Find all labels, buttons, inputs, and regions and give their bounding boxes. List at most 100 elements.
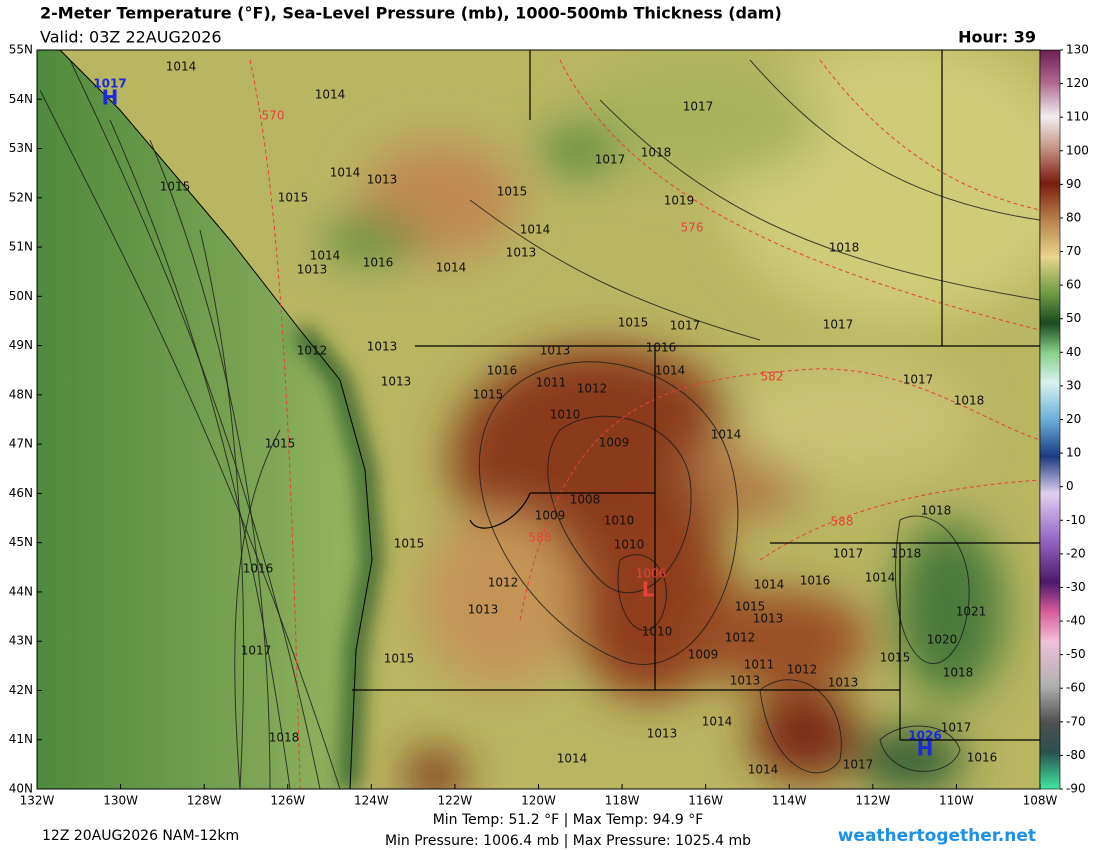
contour-label: 1016: [800, 574, 831, 588]
contour-label: 1013: [753, 612, 784, 626]
contour-label: 1017: [823, 318, 854, 332]
contour-label: 1013: [381, 375, 412, 389]
contour-label: 1006: [636, 567, 667, 581]
contour-label: 1015: [265, 437, 296, 451]
contour-label: 1014: [166, 60, 197, 74]
contour-label: 1013: [647, 727, 678, 741]
contour-label: 1014: [315, 88, 346, 102]
lat-label: 50N: [9, 289, 33, 303]
lon-label: 132W: [20, 794, 55, 808]
temp-range: Min Temp: 51.2 °F | Max Temp: 94.9 °F: [433, 812, 704, 828]
contour-label: 1018: [943, 666, 974, 680]
colorbar-label: 100: [1066, 143, 1089, 157]
lat-label: 40N: [9, 782, 33, 796]
contour-label: 1014: [310, 249, 341, 263]
colorbar-label: 120: [1066, 76, 1089, 90]
contour-label: 1016: [487, 364, 518, 378]
lat-label: 41N: [9, 732, 33, 746]
lat-label: 52N: [9, 190, 33, 204]
contour-label: 588: [529, 531, 552, 545]
contour-label: 1013: [297, 263, 328, 277]
lat-label: 46N: [9, 486, 33, 500]
colorbar-label: 30: [1066, 378, 1081, 392]
contour-label: 1015: [278, 191, 309, 205]
contour-label: 1016: [243, 562, 274, 576]
ocean: [37, 50, 372, 789]
contour-label: 1018: [954, 394, 985, 408]
lat-label: 47N: [9, 437, 33, 451]
contour-label: 1014: [557, 752, 588, 766]
contour-label: 1015: [394, 537, 425, 551]
contour-label: 588: [831, 515, 854, 529]
contour-label: 582: [761, 370, 784, 384]
lat-label: 44N: [9, 584, 33, 598]
contour-label: L: [642, 578, 655, 602]
contour-label: 1013: [540, 344, 571, 358]
contour-label: 1012: [488, 576, 519, 590]
contour-label: 1015: [618, 316, 649, 330]
contour-label: 1013: [828, 676, 859, 690]
lon-label: 110W: [939, 794, 974, 808]
lat-label: 51N: [9, 240, 33, 254]
lon-label: 116W: [688, 794, 723, 808]
colorbar-label: -70: [1066, 714, 1086, 728]
lon-label: 124W: [354, 794, 389, 808]
colorbar-label: 20: [1066, 412, 1081, 426]
borders: [352, 50, 1040, 741]
lat-label: 49N: [9, 338, 33, 352]
lon-label: 114W: [772, 794, 807, 808]
contour-label: 1008: [570, 493, 601, 507]
lon-label: 122W: [438, 794, 473, 808]
colorbar-label: -90: [1066, 782, 1086, 796]
site-name: weathertogether.net: [838, 826, 1036, 846]
contour-label: 1017: [670, 319, 701, 333]
contour-label: 1012: [577, 382, 608, 396]
colorbar-label: -40: [1066, 614, 1086, 628]
pressure-isobars: [39, 59, 1040, 789]
contour-label: 1017: [843, 758, 874, 772]
lon-label: 128W: [187, 794, 222, 808]
contour-label: 1014: [711, 428, 742, 442]
contour-label: 1009: [535, 509, 566, 523]
colorbar-label: -80: [1066, 748, 1086, 762]
contour-label: 1015: [735, 600, 766, 614]
colorbar-label: -60: [1066, 681, 1086, 695]
valid-time: Valid: 03Z 22AUG2026: [40, 28, 222, 47]
contour-label: 1017: [941, 721, 972, 735]
contour-label: 1013: [468, 603, 499, 617]
contour-label: H: [102, 86, 119, 110]
colorbar-label: -50: [1066, 647, 1086, 661]
lat-label: 48N: [9, 387, 33, 401]
contour-label: 1014: [748, 763, 779, 777]
contour-label: 1013: [730, 674, 761, 688]
colorbar-label: 80: [1066, 210, 1081, 224]
lon-label: 112W: [855, 794, 890, 808]
forecast-hour: Hour: 39: [958, 28, 1036, 47]
lon-label: 120W: [521, 794, 556, 808]
contour-label: 1012: [787, 663, 818, 677]
contour-label: 1017: [241, 644, 272, 658]
colorbar-label: 90: [1066, 177, 1081, 191]
lat-label: 43N: [9, 634, 33, 648]
colorbar-label: 130: [1066, 43, 1089, 57]
contour-label: 1012: [725, 631, 756, 645]
contour-label: 1013: [367, 173, 398, 187]
colorbar-label: -20: [1066, 546, 1086, 560]
contour-label: 1021: [956, 605, 987, 619]
contour-label: 1011: [744, 658, 775, 672]
contour-label: 1014: [754, 578, 785, 592]
contour-label: 1010: [642, 625, 673, 639]
contour-label: 1009: [599, 436, 630, 450]
contour-label: 1010: [614, 538, 645, 552]
colorbar-label: 60: [1066, 278, 1081, 292]
coastline: [59, 50, 373, 789]
contour-label: 1010: [604, 514, 635, 528]
contour-label: 1018: [641, 146, 672, 160]
contour-label: 1015: [384, 652, 415, 666]
contour-label: 1016: [967, 751, 998, 765]
contour-label: 1015: [160, 180, 191, 194]
lat-label: 45N: [9, 535, 33, 549]
lat-label: 53N: [9, 141, 33, 155]
lat-label: 54N: [9, 92, 33, 106]
